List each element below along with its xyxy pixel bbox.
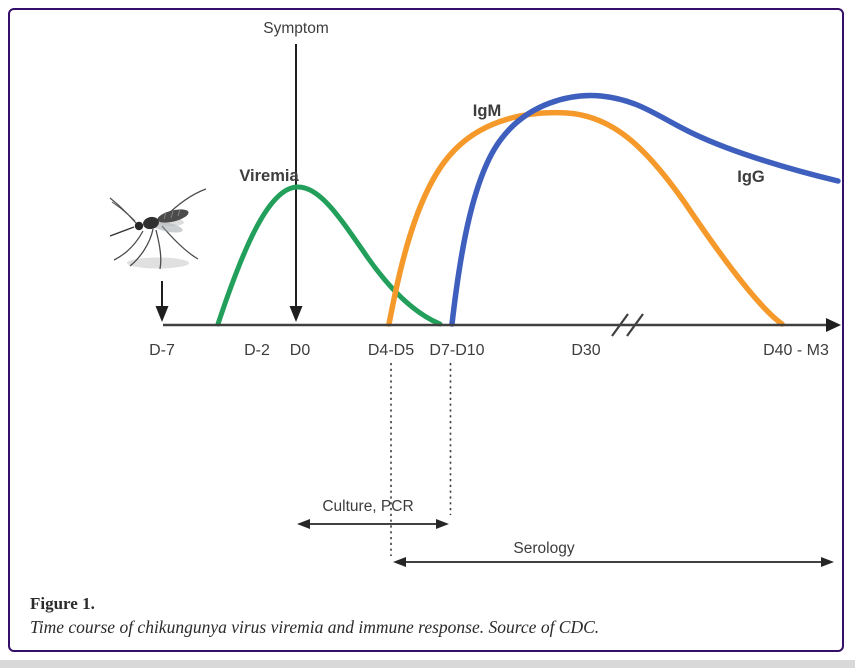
caption-title: Figure 1. [30, 594, 95, 613]
tick-d40-m3: D40 - M3 [763, 342, 829, 359]
igg-label: IgG [737, 168, 765, 186]
tick-d-7: D-7 [149, 342, 175, 359]
igg-curve [449, 92, 841, 327]
serology-arrow [393, 557, 834, 567]
exposure-arrow [155, 281, 169, 322]
symptom-label: Symptom [263, 20, 328, 37]
tick-d4-d5: D4-D5 [368, 342, 414, 359]
page-divider [0, 660, 855, 668]
tick-d-2: D-2 [244, 342, 270, 359]
igm-curve [386, 109, 785, 327]
tick-d7-d10: D7-D10 [429, 342, 484, 359]
viremia-curve [215, 184, 443, 327]
mosquito-icon [109, 188, 207, 270]
viremia-label: Viremia [239, 167, 299, 185]
caption-text: Time course of chikungunya virus viremia… [30, 617, 600, 638]
tick-d0: D0 [290, 342, 311, 359]
serology-label: Serology [513, 540, 574, 557]
culture-pcr-label: Culture, PCR [322, 498, 413, 515]
axis-arrowhead-icon [826, 318, 841, 332]
time-axis [163, 313, 841, 337]
axis-break-icon [611, 313, 644, 337]
figure-frame [8, 8, 844, 652]
figure-caption: Figure 1. Time course of chikungunya vir… [30, 593, 810, 639]
symptom-arrow [289, 44, 303, 322]
tick-d30: D30 [571, 342, 600, 359]
igm-label: IgM [473, 102, 501, 120]
culture-pcr-arrow [297, 519, 449, 529]
